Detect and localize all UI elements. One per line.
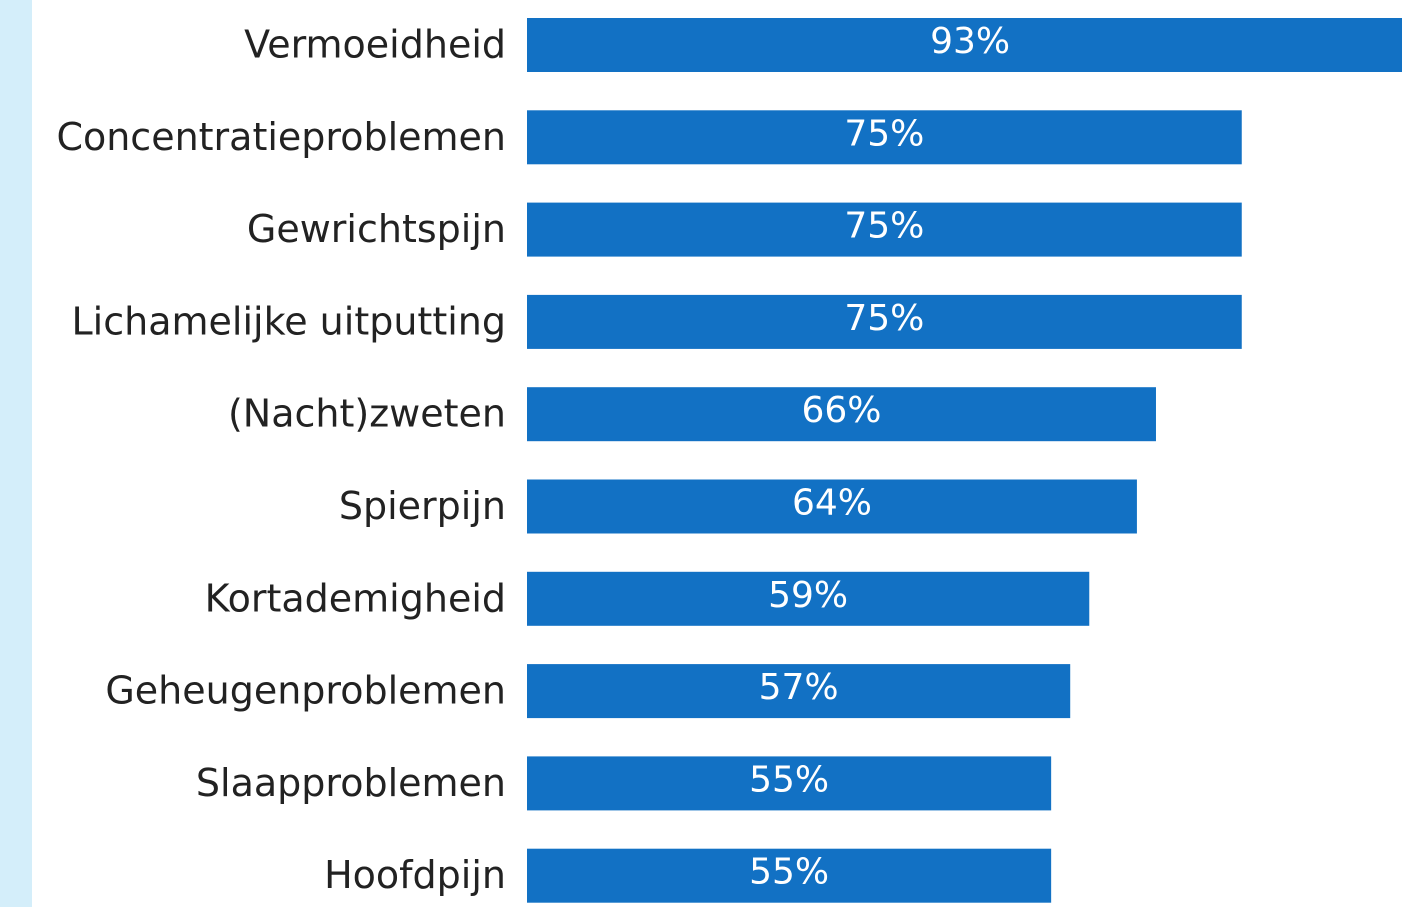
value-label: 55% [749,759,829,800]
category-label: Gewrichtspijn [247,207,506,251]
bar [527,387,1156,442]
bar [527,110,1242,165]
value-label: 55% [749,852,829,893]
bar [527,848,1052,903]
value-label: 75% [844,298,924,339]
side-strip [0,0,32,907]
category-label: Kortademigheid [205,576,506,620]
category-label: Geheugenproblemen [105,669,506,713]
value-label: 75% [844,113,924,154]
bar [527,479,1137,534]
value-label: 64% [792,483,872,524]
bar [527,571,1090,626]
bar [527,18,1402,72]
bar [527,202,1242,257]
value-label: 57% [759,667,839,708]
value-label: 59% [768,575,848,616]
category-label: Spierpijn [339,484,506,528]
bar [527,664,1071,719]
bar [527,294,1242,349]
value-label: 75% [844,206,924,247]
category-label: Vermoeidheid [244,23,506,67]
value-label: 66% [801,390,881,431]
category-label: Lichamelijke uitputting [72,299,506,343]
category-label: (Nacht)zweten [228,392,506,436]
category-label: Concentratieproblemen [56,115,506,159]
bar [527,756,1052,811]
category-label: Hoofdpijn [324,853,506,897]
category-label: Slaapproblemen [196,761,506,805]
value-label: 93% [930,21,1010,62]
